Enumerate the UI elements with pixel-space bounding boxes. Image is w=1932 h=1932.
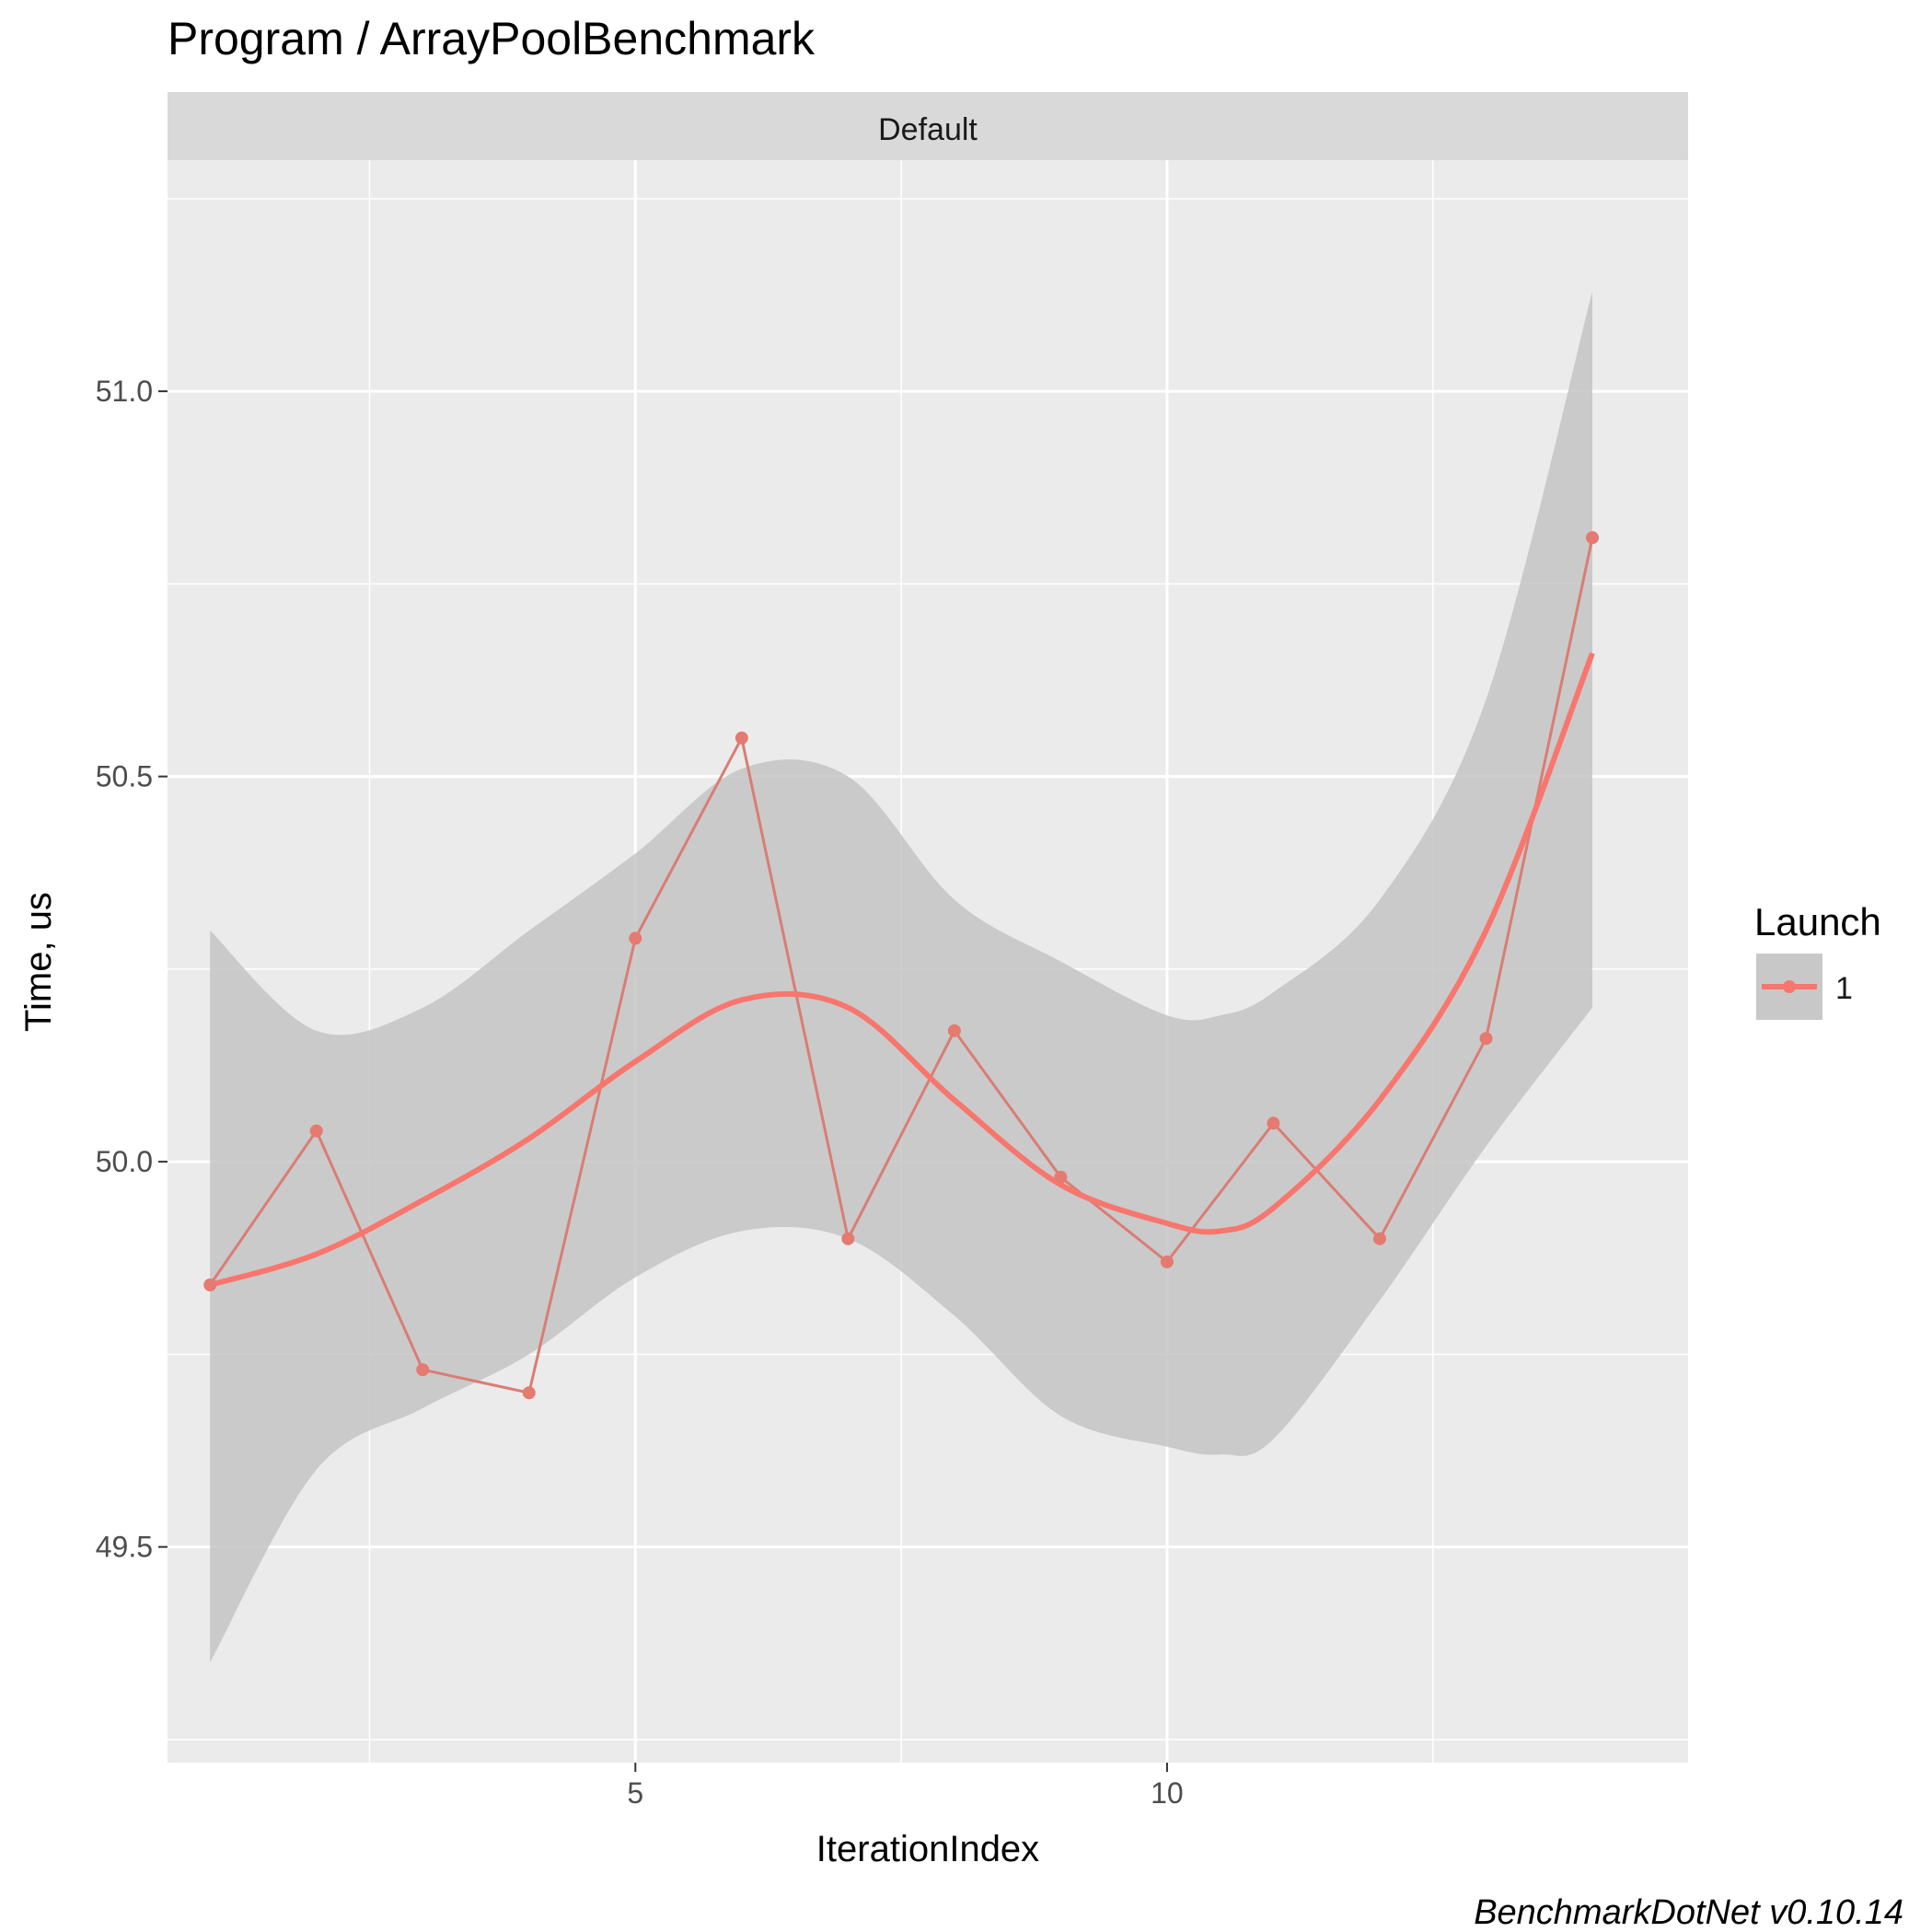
data-points	[203, 531, 1600, 1400]
facet-label: Default	[878, 112, 978, 147]
data-point	[1372, 1232, 1386, 1245]
x-axis: 5 10	[627, 1763, 1184, 1810]
chart-title: Program / ArrayPoolBenchmark	[168, 13, 816, 64]
data-point	[1054, 1170, 1068, 1184]
data-point	[1160, 1255, 1174, 1268]
data-point	[1479, 1032, 1493, 1046]
series-line-launch-1	[208, 537, 1594, 1394]
legend-key-point	[1783, 980, 1796, 993]
legend: Launch 1	[1754, 900, 1881, 1020]
smooth-trend-line	[209, 652, 1595, 1288]
x-axis-label: IterationIndex	[816, 1829, 1039, 1869]
data-point	[416, 1363, 430, 1377]
x-tick-label: 10	[1151, 1776, 1184, 1810]
y-axis: 49.5 50.0 50.5 51.0	[96, 375, 168, 1564]
legend-title: Launch	[1754, 900, 1881, 943]
facet-strip	[168, 92, 1688, 160]
confidence-ribbon	[210, 291, 1593, 1663]
data-point	[203, 1278, 217, 1292]
data-point	[629, 931, 642, 945]
data-point	[522, 1386, 536, 1400]
caption: BenchmarkDotNet v0.10.14	[1474, 1893, 1903, 1932]
legend-entry-1: 1	[1835, 971, 1853, 1006]
data-point	[947, 1024, 961, 1037]
y-axis-label: Time, us	[18, 892, 59, 1032]
data-point	[735, 731, 748, 745]
y-tick-label: 49.5	[96, 1531, 153, 1564]
y-tick-label: 50.0	[96, 1145, 153, 1178]
data-point	[309, 1124, 323, 1138]
data-point	[841, 1232, 855, 1245]
y-tick-label: 51.0	[96, 375, 153, 408]
x-tick-label: 5	[627, 1776, 643, 1810]
data-point	[1267, 1116, 1280, 1130]
y-tick-label: 50.5	[96, 760, 153, 793]
data-point	[1586, 531, 1600, 545]
